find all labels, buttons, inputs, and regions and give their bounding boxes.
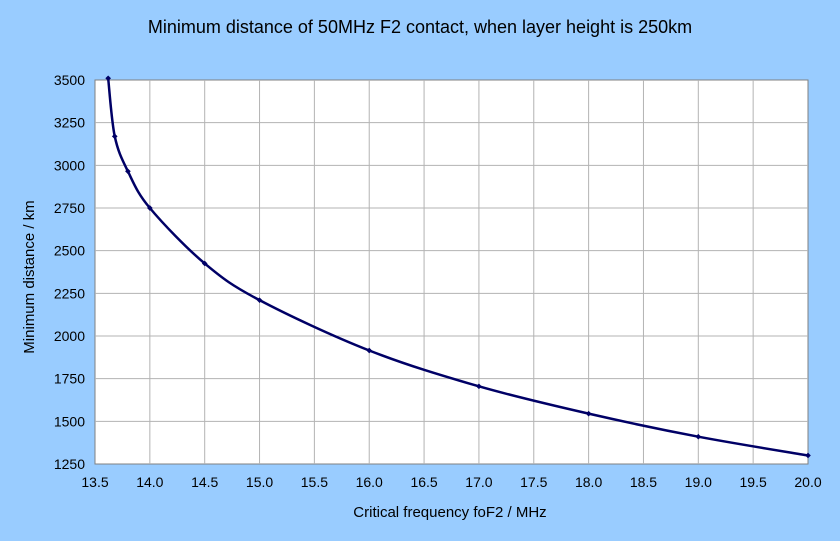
data-point [201,260,208,267]
data-point [585,410,592,417]
y-tick-label: 2000 [54,328,85,344]
data-point [695,433,702,440]
x-axis-title: Critical frequency foF2 / MHz [353,504,546,521]
x-tick-label: 14.5 [191,474,218,490]
data-point [805,452,811,459]
data-point [111,133,118,140]
x-tick-label: 15.0 [246,474,273,490]
data-points [105,75,811,459]
x-tick-label: 17.5 [520,474,547,490]
y-tick-label: 2500 [54,243,85,259]
y-tick-label: 2250 [54,285,85,301]
x-tick-label: 13.5 [81,474,108,490]
data-point [366,347,373,354]
y-axis-title: Minimum distance / km [21,200,38,353]
data-point [105,75,111,82]
y-tick-label: 1250 [54,456,85,472]
x-tick-label: 18.5 [630,474,657,490]
x-tick-label: 16.5 [410,474,437,490]
y-tick-label: 3250 [54,115,85,131]
y-tick-label: 3500 [54,72,85,88]
x-tick-label: 19.0 [685,474,712,490]
y-tick-label: 2750 [54,200,85,216]
chart-title: Minimum distance of 50MHz F2 contact, wh… [147,17,693,37]
y-tick-label: 3000 [54,157,85,173]
data-point [256,297,263,303]
x-tick-labels: 13.5 14.0 14.5 15.0 15.5 16.0 16.5 17.0 17.5 18.0… [81,474,821,490]
data-point [147,205,153,211]
x-tick-label: 20.0 [794,474,821,490]
x-tick-label: 19.5 [740,474,767,490]
x-tick-label: 15.5 [301,474,328,490]
data-point [476,383,482,390]
x-tick-label: 18.0 [575,474,602,490]
x-tick-label: 17.0 [465,474,492,490]
y-tick-label: 1750 [54,371,85,387]
y-tick-label: 1500 [54,413,85,429]
data-point [125,168,131,175]
plot-area [94,79,809,465]
x-tick-label: 14.0 [136,474,163,490]
y-tick-labels: 1250 1500 1750 2000 2250 2500 2750 3000 3250 3500 [54,72,85,472]
x-tick-label: 16.0 [356,474,383,490]
grid-lines [95,80,808,464]
